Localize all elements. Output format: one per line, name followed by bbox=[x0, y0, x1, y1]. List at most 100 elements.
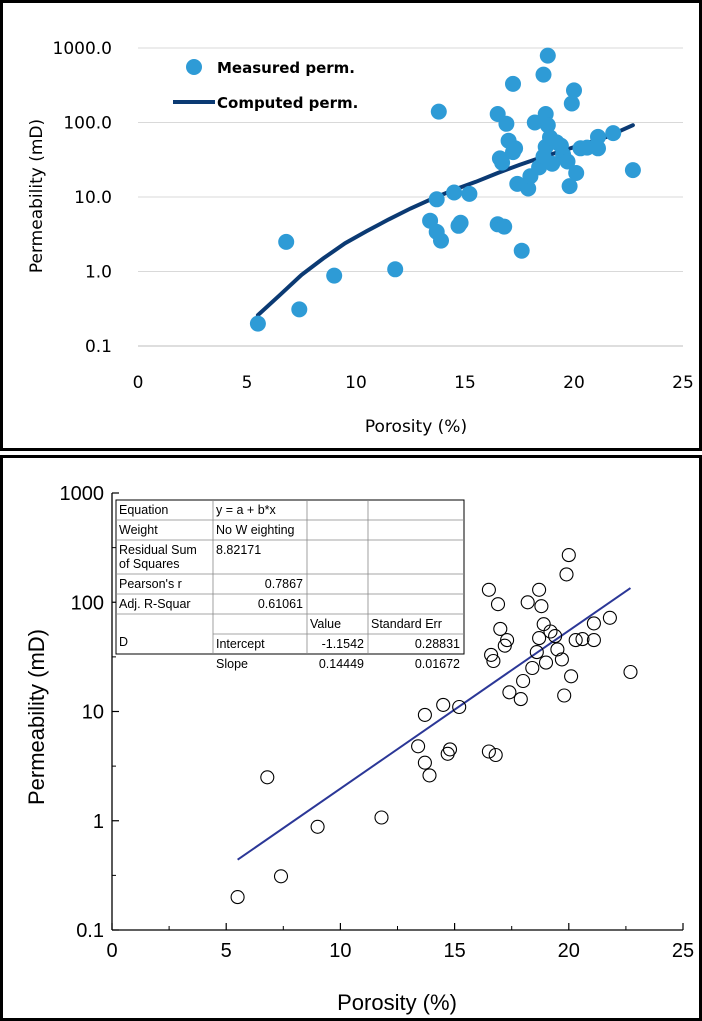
data-point-open-circle bbox=[310, 819, 325, 834]
data-point-open-circle bbox=[534, 599, 549, 614]
measured-perm-point bbox=[452, 214, 469, 231]
fit-table-cell: 0.28831 bbox=[415, 637, 460, 651]
x-tick-label: 25 bbox=[672, 940, 694, 962]
data-point-open-circle bbox=[568, 633, 583, 648]
data-point-open-circle bbox=[548, 629, 563, 644]
data-point-open-circle bbox=[602, 610, 617, 625]
data-point-open-circle bbox=[436, 697, 451, 712]
data-point-open-circle bbox=[452, 699, 467, 715]
measured-perm-point bbox=[513, 242, 530, 259]
measured-perm-point bbox=[520, 180, 537, 197]
x-axis-title: Porosity (%) bbox=[365, 417, 467, 437]
x-tick-label: 10 bbox=[329, 940, 351, 962]
data-point-open-circle bbox=[532, 582, 547, 597]
data-point-open-circle bbox=[502, 685, 517, 700]
x-tick-label: 5 bbox=[221, 940, 232, 962]
measured-perm-point bbox=[539, 117, 556, 134]
fit-table-cell: 0.7867 bbox=[265, 577, 303, 591]
data-point-open-circle bbox=[230, 890, 245, 905]
fit-table-cell: Value bbox=[310, 617, 341, 631]
data-point-open-circle bbox=[493, 621, 508, 636]
legend-label-computed: Computed perm. bbox=[217, 94, 358, 112]
linear-fit-line bbox=[237, 587, 632, 861]
fit-results-table: Equation y = a + b*x Weight No W eighting Re… bbox=[115, 499, 465, 671]
data-point-open-circle bbox=[513, 692, 528, 707]
measured-perm-point bbox=[505, 75, 521, 92]
y-axis-title: Permeability (mD) bbox=[27, 119, 47, 273]
data-point-open-circle bbox=[554, 652, 569, 667]
data-point-open-circle bbox=[586, 633, 601, 648]
fit-table-cell: Pearson's r bbox=[119, 577, 182, 591]
data-point-open-circle bbox=[564, 669, 579, 684]
y-axis-title: Permeability (mD) bbox=[24, 629, 49, 805]
measured-perm-point bbox=[249, 315, 266, 332]
y-tick-label: 100 bbox=[71, 592, 104, 614]
data-point-open-circle bbox=[481, 582, 496, 597]
x-tick-label: 20 bbox=[563, 373, 585, 393]
data-point-open-circle bbox=[557, 688, 572, 703]
fit-table-border bbox=[115, 499, 465, 655]
fit-table-cell: 0.61061 bbox=[258, 597, 303, 611]
measured-perm-point bbox=[559, 153, 576, 170]
measured-perm-point bbox=[590, 128, 606, 145]
measured-perm-point bbox=[561, 178, 578, 195]
measured-perm-point bbox=[544, 155, 561, 172]
fit-table-cell: 0.14449 bbox=[319, 657, 364, 671]
chart-bottom-panel: 0.1 1 10 100 1000 0 5 10 15 20 25 Equation y = a + … bbox=[0, 455, 702, 1021]
fit-table-cell: D bbox=[119, 635, 128, 649]
fit-table-cell: No W eighting bbox=[216, 523, 295, 537]
fit-table-cell: Standard Err bbox=[371, 617, 442, 631]
data-point-open-circle bbox=[374, 810, 389, 825]
data-point-open-circle bbox=[550, 642, 565, 657]
fit-table-cell: Intercept bbox=[216, 637, 265, 651]
y-tick-label: 1.0 bbox=[85, 263, 112, 283]
measured-perm-point bbox=[535, 66, 552, 83]
measured-perm-point bbox=[590, 140, 606, 157]
x-tick-label: 15 bbox=[454, 373, 476, 393]
x-axis-title: Porosity (%) bbox=[337, 990, 457, 1015]
data-point-open-circle bbox=[559, 567, 574, 582]
measured-perm-point bbox=[446, 184, 463, 201]
fit-table-cell: of Squares bbox=[119, 557, 179, 571]
measured-perm-point bbox=[387, 261, 404, 278]
x-tick-label: 15 bbox=[443, 940, 465, 962]
measured-perm-point bbox=[566, 82, 582, 99]
measured-perm-point bbox=[428, 191, 445, 208]
measured-perm-point bbox=[461, 185, 478, 202]
measured-perm-point bbox=[605, 125, 622, 142]
fit-table-cell: Adj. R-Squar bbox=[119, 597, 191, 611]
data-point-open-circle bbox=[561, 548, 576, 563]
fit-table-cell: Equation bbox=[119, 503, 168, 517]
y-tick-label: 10.0 bbox=[74, 188, 112, 208]
data-point-open-circle bbox=[490, 597, 506, 612]
data-point-open-circle bbox=[520, 595, 535, 610]
fit-table-cell: 0.01672 bbox=[415, 657, 460, 671]
measured-perm-point bbox=[568, 165, 585, 181]
measured-perm-point bbox=[624, 162, 641, 179]
fit-table-cell: Residual Sum bbox=[119, 543, 197, 557]
data-point-open-circle bbox=[525, 660, 540, 676]
fit-table-cell: Weight bbox=[119, 523, 158, 537]
y-tick-label: 1000 bbox=[60, 483, 105, 505]
y-tick-label: 10 bbox=[82, 702, 104, 724]
measured-perm-point bbox=[326, 267, 343, 284]
chart-bottom-svg: 0.1 1 10 100 1000 0 5 10 15 20 25 Equation y = a + … bbox=[0, 455, 702, 1021]
measured-perm-point bbox=[563, 95, 580, 112]
data-point-open-circle bbox=[486, 653, 501, 669]
fit-table-cell: -1.1542 bbox=[322, 637, 364, 651]
fit-table-cell: y = a + b*x bbox=[216, 503, 277, 517]
chart-top-frame bbox=[0, 0, 702, 451]
data-point-open-circle bbox=[273, 869, 289, 884]
y-tick-label: 1000.0 bbox=[53, 39, 112, 59]
y-tick-label: 100.0 bbox=[63, 114, 112, 134]
data-point-open-circle bbox=[417, 755, 432, 770]
data-point-open-circle bbox=[442, 742, 458, 757]
data-point-open-circle bbox=[422, 768, 437, 783]
measured-perm-point bbox=[526, 114, 543, 131]
data-point-open-circle bbox=[417, 707, 432, 722]
data-point-open-circle bbox=[260, 770, 275, 785]
x-tick-label: 20 bbox=[558, 940, 580, 962]
data-point-open-circle bbox=[500, 633, 515, 648]
data-point-open-circle bbox=[623, 664, 638, 680]
data-point-open-circle bbox=[586, 616, 601, 631]
